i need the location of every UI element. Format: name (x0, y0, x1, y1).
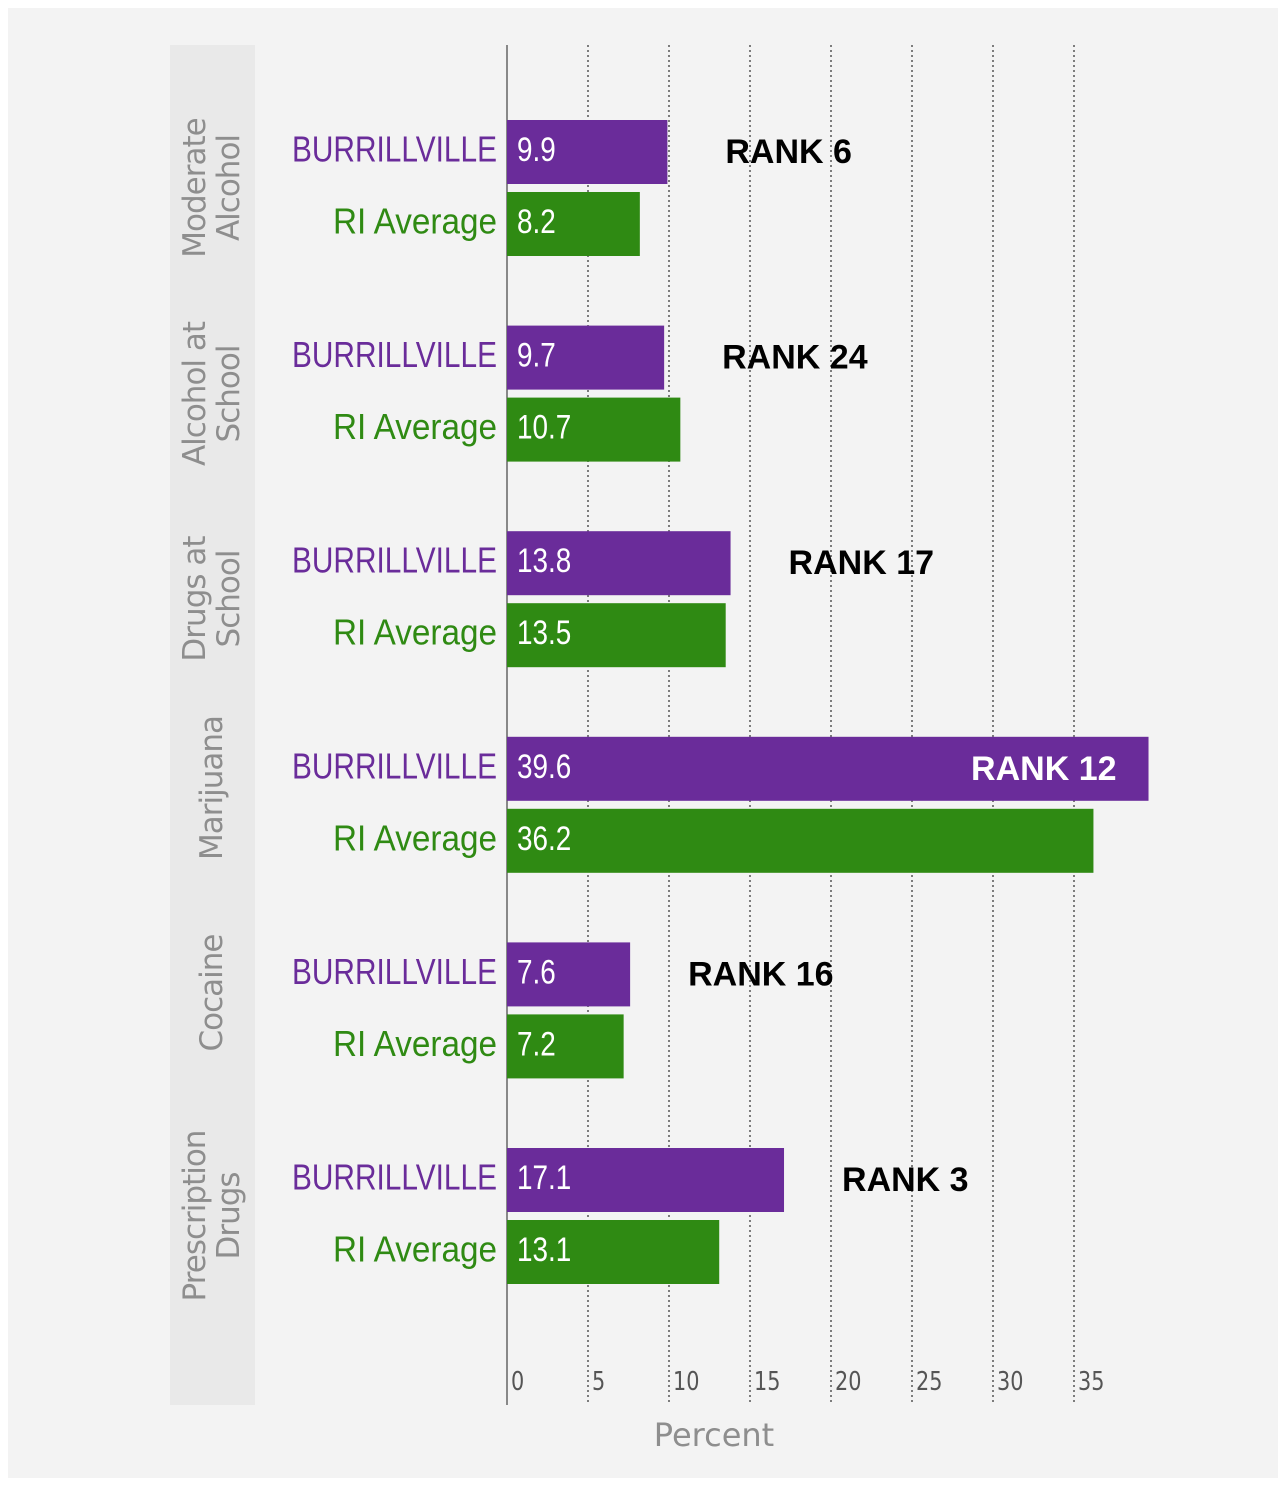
rank-annotation: RANK 17 (789, 544, 934, 582)
x-tick-label: 20 (835, 1366, 861, 1397)
value-label: 36.2 (517, 819, 571, 857)
series-label: RI Average (333, 201, 497, 242)
series-label: RI Average (333, 612, 497, 653)
x-axis-title: Percent (654, 1416, 774, 1454)
value-label: 13.5 (517, 614, 571, 652)
value-label: 13.1 (517, 1230, 571, 1268)
value-label: 9.7 (517, 336, 556, 374)
bar (507, 942, 631, 1007)
category-label: Alcohol at School (177, 321, 247, 466)
value-label: 9.9 (517, 130, 556, 168)
x-tick-label: 25 (916, 1366, 942, 1397)
x-tick-label: 15 (754, 1366, 780, 1397)
series-label: BURRILLVILLE (292, 1157, 497, 1198)
value-label: 39.6 (517, 747, 571, 785)
bar (507, 120, 668, 184)
category-label: Moderate Alcohol (177, 118, 247, 258)
value-label: 13.8 (517, 542, 571, 580)
x-tick-label: 30 (997, 1366, 1023, 1397)
value-label: 8.2 (517, 202, 556, 240)
x-tick-label: 5 (592, 1366, 605, 1397)
bar (507, 192, 640, 256)
category-label: Drugs at School (177, 536, 247, 662)
category-label: Cocaine (194, 934, 230, 1052)
bar (507, 397, 681, 462)
value-label: 17.1 (517, 1158, 571, 1196)
series-label: BURRILLVILLE (292, 334, 497, 375)
bar (507, 1148, 785, 1212)
category-band (170, 45, 255, 1405)
value-label: 7.2 (517, 1025, 556, 1063)
series-label: RI Average (333, 1229, 497, 1270)
rank-annotation: RANK 24 (722, 339, 868, 377)
rank-annotation: RANK 3 (842, 1161, 969, 1199)
category-label: Marijuana (194, 715, 230, 860)
series-label: BURRILLVILLE (292, 540, 497, 581)
value-label: 10.7 (517, 408, 571, 446)
series-label: BURRILLVILLE (292, 129, 497, 170)
series-label: BURRILLVILLE (292, 951, 497, 992)
x-tick-label: 0 (511, 1366, 524, 1397)
value-label: 7.6 (517, 953, 556, 991)
x-tick-label: 10 (673, 1366, 699, 1397)
bar (507, 736, 1149, 801)
rank-annotation: RANK 12 (971, 750, 1116, 788)
series-label: RI Average (333, 1023, 497, 1064)
rank-annotation: RANK 16 (688, 955, 833, 993)
bar (507, 808, 1094, 873)
bar (507, 1220, 720, 1284)
series-label: BURRILLVILLE (292, 745, 497, 786)
x-tick-label: 35 (1078, 1366, 1104, 1397)
bar (507, 325, 665, 390)
bar (507, 1014, 624, 1079)
category-label: Prescription Drugs (177, 1130, 247, 1302)
series-label: RI Average (333, 817, 497, 858)
bar (507, 531, 731, 596)
bar (507, 603, 726, 668)
series-label: RI Average (333, 406, 497, 447)
rank-annotation: RANK 6 (725, 133, 852, 171)
